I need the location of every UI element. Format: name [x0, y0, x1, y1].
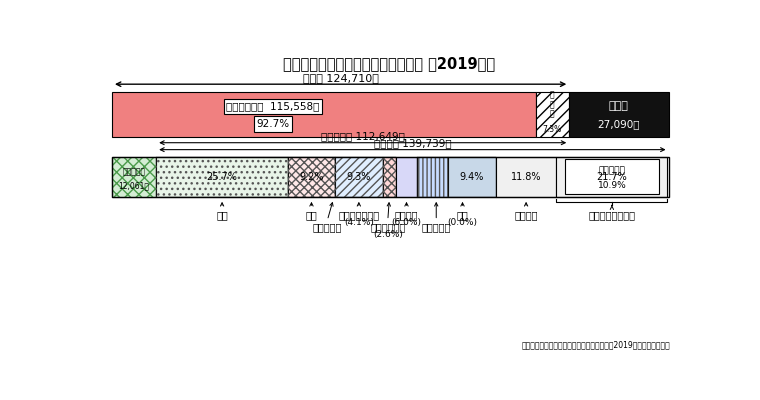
Bar: [448, 156, 496, 197]
Bar: [157, 156, 288, 197]
Text: 10.9%: 10.9%: [597, 181, 626, 190]
Text: 9.3%: 9.3%: [347, 172, 371, 182]
Bar: [417, 156, 448, 197]
Bar: [383, 156, 396, 197]
Text: 21.7%: 21.7%: [597, 172, 627, 182]
Text: 社会保障給付  115,558円: 社会保障給付 115,558円: [226, 101, 320, 111]
Text: うち交際費: うち交際費: [598, 166, 625, 175]
Bar: [448, 156, 496, 197]
Text: 実収入 124,710円: 実収入 124,710円: [302, 73, 378, 83]
Text: その他の消費支出: その他の消費支出: [588, 210, 635, 220]
Text: 被服及び履物: 被服及び履物: [370, 222, 405, 232]
Bar: [417, 156, 448, 197]
Text: 光熱・水道: 光熱・水道: [312, 222, 342, 232]
Text: 可処分所得 112,649円: 可処分所得 112,649円: [321, 132, 404, 142]
Text: 11.8%: 11.8%: [511, 172, 541, 182]
Bar: [335, 156, 383, 197]
Text: (6.0%): (6.0%): [391, 218, 422, 227]
Bar: [496, 156, 556, 197]
Text: 図２　高齢単身無職世帯の家計収支 －2019年－: 図２ 高齢単身無職世帯の家計収支 －2019年－: [283, 56, 496, 71]
Text: 住居: 住居: [306, 210, 318, 220]
Text: 教育: 教育: [457, 210, 468, 220]
Bar: [288, 156, 335, 197]
Bar: [112, 156, 669, 197]
Bar: [288, 156, 335, 197]
Text: (4.1%): (4.1%): [344, 218, 374, 227]
Text: 7.3%: 7.3%: [543, 125, 562, 134]
Bar: [565, 159, 659, 194]
Text: そ
の
他: そ の 他: [550, 90, 555, 118]
Bar: [112, 156, 157, 197]
Text: 27,090円: 27,090円: [597, 119, 640, 129]
Text: 交通・通信: 交通・通信: [422, 222, 451, 232]
Bar: [383, 156, 396, 197]
Text: 不足分: 不足分: [609, 101, 629, 111]
Text: 9.4%: 9.4%: [460, 172, 484, 182]
Text: 消費支出 139,739円: 消費支出 139,739円: [374, 138, 451, 148]
Text: 9.2%: 9.2%: [299, 172, 324, 182]
Text: (2.6%): (2.6%): [373, 230, 403, 240]
Bar: [157, 156, 288, 197]
Bar: [396, 156, 417, 197]
Text: 食料: 食料: [216, 210, 228, 220]
Bar: [335, 156, 383, 197]
Text: 92.7%: 92.7%: [256, 119, 290, 129]
Bar: [112, 92, 536, 136]
Bar: [112, 156, 157, 197]
Bar: [556, 156, 667, 197]
Text: 総務省統計局　家計調査報告「家計収支編」2019年平均結果の概要: 総務省統計局 家計調査報告「家計収支編」2019年平均結果の概要: [521, 341, 670, 350]
Text: 教養娯楽: 教養娯楽: [515, 210, 538, 220]
Text: 12,061円: 12,061円: [119, 181, 150, 190]
Text: 25.7%: 25.7%: [207, 172, 238, 182]
Text: (0.0%): (0.0%): [448, 218, 477, 227]
Bar: [536, 92, 569, 136]
Text: 保健医療: 保健医療: [394, 210, 418, 220]
Text: 非消費支出: 非消費支出: [122, 167, 146, 176]
Bar: [569, 92, 669, 136]
Text: 家具・家事用品: 家具・家事用品: [338, 210, 379, 220]
